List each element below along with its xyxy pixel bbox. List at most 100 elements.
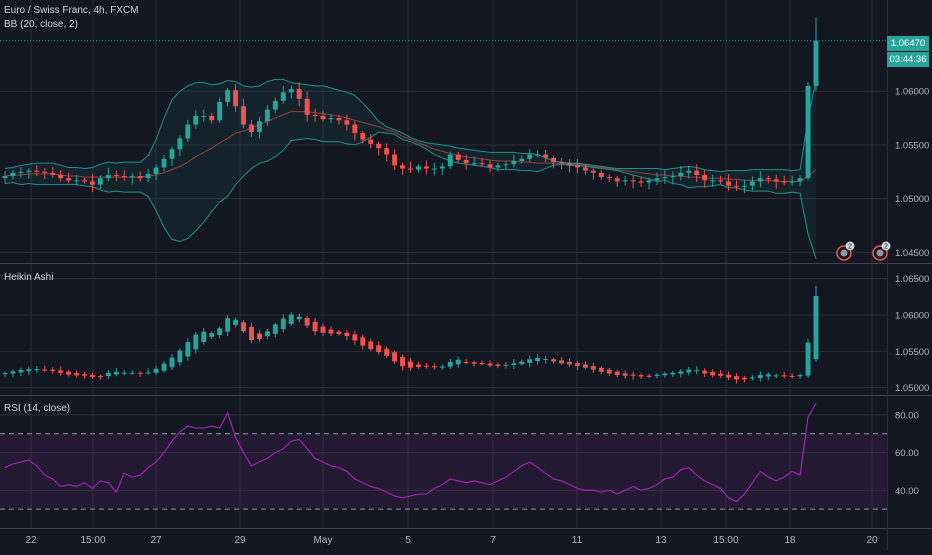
ha-candle-body [2,373,8,375]
candle-body [217,101,223,121]
candle-body [384,148,390,155]
ha-price-tick-label: 1.06500 [895,274,929,285]
candle-body [169,149,175,159]
time-tick-label: 15:00 [80,535,105,546]
ha-candle-body [304,317,310,326]
bollinger-band-fill [5,79,816,259]
bar-countdown: 03:44:36 [887,52,929,67]
ha-candle-body [296,316,302,320]
ha-candle-body [129,372,135,374]
price-tick-label: 1.04500 [895,248,929,259]
candle-body [209,115,215,121]
candle-body [535,154,541,156]
rsi-legend[interactable]: RSI (14, close) [4,403,71,414]
ha-candle-body [10,371,16,374]
candle-body [559,162,565,164]
candle-body [447,154,453,167]
ha-candle-body [66,371,72,375]
ha-candle-body [423,365,429,367]
ha-candle-body [543,358,549,360]
candle-body [50,172,56,175]
ha-candle-body [415,364,421,367]
ha-candle-body [495,364,501,366]
price-tick-label: 1.05000 [895,194,929,205]
candle-body [97,178,103,185]
event-badge-dot [876,249,884,257]
ha-candle-body [646,375,652,377]
candle-body [741,185,747,187]
price-tick-label: 1.06000 [895,87,929,98]
ha-candle-body [447,361,453,367]
candle-body [193,115,199,125]
ha-candle-body [813,296,819,360]
ha-candle-body [368,341,374,350]
ha-candle-body [272,324,278,334]
symbol-title[interactable]: Euro / Swiss Franc, 4h, FXCM [4,5,139,16]
candle-body [463,159,469,164]
price-axis[interactable]: 1.06000 1.05500 1.05000 1.04500 1.06500 1.060… [895,87,929,497]
ha-candle-body [264,331,270,337]
candle-body [241,106,246,125]
ha-candle-body [765,374,771,377]
ha-candle-body [678,371,684,374]
ha-candle-body [58,370,64,373]
ha-candle-body [26,369,32,372]
ha-candle-body [18,369,24,373]
candle-body [718,180,724,182]
ha-candle-body [217,328,223,335]
ha-candle-body [463,361,469,363]
heikin-ashi-legend[interactable]: Heikin Ashi [4,272,54,283]
candle-body [400,165,406,169]
candle-body [161,158,167,168]
bb-lower-line [4,131,817,259]
ha-candle-body [50,369,56,371]
ha-candle-body [169,357,175,368]
candle-body [797,178,803,182]
candle-body [185,124,191,139]
ha-candle-body [511,363,517,366]
ha-candle-body [408,361,413,368]
candle-body [423,166,429,169]
ha-candle-body [105,372,111,377]
ha-candle-body [121,372,127,374]
candle-body [137,176,143,179]
time-tick-label: May [314,535,333,546]
ha-candle-body [726,374,732,378]
ha-candle-body [527,359,533,363]
candle-body [344,120,350,125]
candle-body [519,158,525,162]
candle-body [734,185,739,187]
ha-candle-body [392,352,398,362]
time-tick-label: 7 [490,535,496,546]
bollinger-band-area [5,79,816,259]
candle-body [471,163,477,165]
candle-body [606,177,612,179]
ha-candle-body [455,359,461,365]
candle-body [74,180,80,182]
ha-candle-body [757,374,763,379]
bb-legend[interactable]: BB (20, close, 2) [4,19,78,30]
candle-body [408,168,413,170]
ha-candle-body [82,374,87,376]
candle-body [710,180,716,182]
ha-candle-body [439,366,445,368]
candle-body [598,172,604,178]
ha-candle-body [503,364,509,366]
candle-body [757,178,763,182]
candle-body [121,176,127,178]
candle-body [694,170,700,175]
candle-body [10,172,16,177]
candle-body [789,181,795,183]
time-tick-label: 11 [572,535,583,546]
ha-candle-body [519,361,525,365]
price-candles [2,17,819,194]
time-axis[interactable]: 22 15:00 27 29 May 5 7 11 13 15:00 18 20 [25,535,878,546]
ha-candle-body [630,374,636,376]
candle-body [575,165,580,168]
candle-body [2,176,8,179]
candle-body [582,167,588,171]
